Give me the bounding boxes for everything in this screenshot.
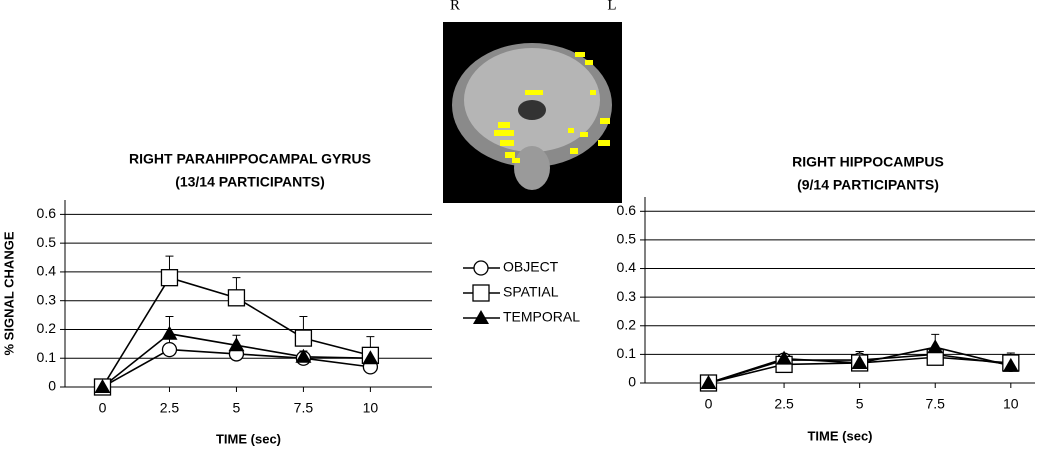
marker <box>700 375 717 389</box>
marker <box>295 348 312 363</box>
marker <box>362 350 379 365</box>
y-axis-label: % SIGNAL CHANGE <box>1 231 16 355</box>
y-tick-label: 0.6 <box>617 202 637 218</box>
marker <box>160 269 179 287</box>
x-tick-label: 10 <box>363 400 379 416</box>
marker <box>161 325 178 340</box>
legend-marker <box>473 310 489 324</box>
marker <box>228 337 245 352</box>
legend-marker <box>472 284 490 302</box>
legend-label: TEMPORAL <box>503 309 580 325</box>
y-tick-label: 0.1 <box>617 345 637 361</box>
orientation-label: L <box>607 0 616 13</box>
marker <box>1002 357 1019 372</box>
legend-marker <box>473 260 489 276</box>
y-tick-label: 0.4 <box>37 263 57 279</box>
marker <box>776 350 793 365</box>
brain-image: R L <box>443 0 622 203</box>
y-tick-label: 0.5 <box>617 231 637 247</box>
x-tick-label: 10 <box>1003 396 1019 412</box>
x-tick-label: 2.5 <box>160 400 180 416</box>
marker <box>927 339 944 354</box>
marker <box>294 329 313 347</box>
marker <box>851 354 868 369</box>
x-axis-label: TIME (sec) <box>807 428 872 443</box>
chart-subtitle: (9/14 PARTICIPANTS) <box>797 177 939 193</box>
x-tick-label: 2.5 <box>774 396 794 412</box>
y-tick-label: 0.2 <box>37 320 57 336</box>
chart-title: RIGHT HIPPOCAMPUS <box>792 154 944 170</box>
chart-subtitle: (13/14 PARTICIPANTS) <box>175 174 325 190</box>
x-tick-label: 5 <box>856 396 864 412</box>
x-axis-label: TIME (sec) <box>216 431 281 446</box>
y-tick-label: 0.3 <box>37 291 57 307</box>
y-tick-label: 0.3 <box>617 288 637 304</box>
legend-label: SPATIAL <box>503 284 559 300</box>
y-tick-label: 0.5 <box>37 234 57 250</box>
chart-title: RIGHT PARAHIPPOCAMPAL GYRUS <box>129 151 371 167</box>
orientation-label: R <box>450 0 460 13</box>
legend-label: OBJECT <box>503 259 559 275</box>
x-tick-label: 5 <box>233 400 241 416</box>
y-tick-label: 0.4 <box>617 259 637 275</box>
x-tick-label: 7.5 <box>925 396 945 412</box>
x-tick-label: 7.5 <box>294 400 314 416</box>
marker <box>94 379 111 393</box>
y-tick-label: 0 <box>48 378 56 394</box>
y-tick-label: 0 <box>628 374 636 390</box>
x-tick-label: 0 <box>99 400 107 416</box>
x-tick-label: 0 <box>705 396 713 412</box>
y-tick-label: 0.1 <box>37 349 57 365</box>
marker <box>227 289 246 307</box>
y-tick-label: 0.6 <box>37 205 57 221</box>
y-tick-label: 0.2 <box>617 316 637 332</box>
marker <box>161 341 178 358</box>
